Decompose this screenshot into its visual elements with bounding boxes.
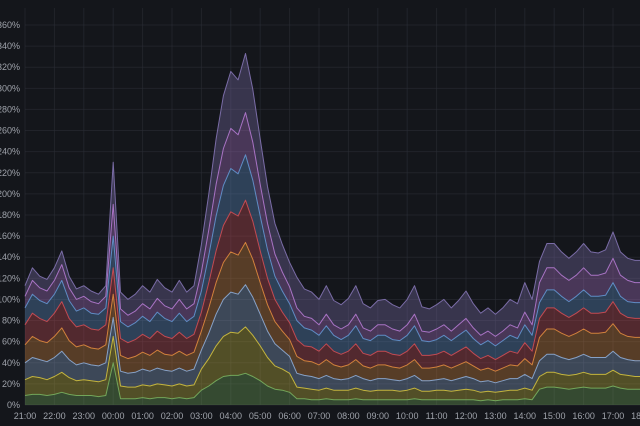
x-tick-label: 17:00: [602, 411, 625, 421]
y-tick-label: 220%: [0, 168, 20, 178]
y-tick-label: 160%: [0, 231, 20, 241]
y-tick-label: 340%: [0, 41, 20, 51]
x-tick-label: 13:00: [484, 411, 507, 421]
x-tick-label: 18:00: [631, 411, 640, 421]
x-tick-label: 21:00: [14, 411, 37, 421]
x-tick-label: 12:00: [455, 411, 478, 421]
line-series-purple: [24, 112, 640, 337]
x-tick-label: 05:00: [249, 411, 272, 421]
y-tick-label: 200%: [0, 189, 20, 199]
y-tick-label: 300%: [0, 83, 20, 93]
x-tick-label: 16:00: [572, 411, 595, 421]
x-tick-label: 09:00: [367, 411, 390, 421]
line-series-blue: [24, 154, 640, 347]
y-tick-label: 260%: [0, 126, 20, 136]
x-tick-label: 10:00: [396, 411, 419, 421]
area-series-green: [25, 362, 640, 405]
x-tick-label: 14:00: [514, 411, 537, 421]
x-tick-label: 00:00: [102, 411, 125, 421]
line-series-yellow: [24, 326, 640, 393]
y-tick-label: 60%: [2, 337, 20, 347]
line-series-violet: [24, 53, 640, 315]
y-tick-label: 240%: [0, 147, 20, 157]
x-tick-label: 23:00: [73, 411, 96, 421]
x-tick-label: 04:00: [220, 411, 243, 421]
x-tick-label: 02:00: [161, 411, 184, 421]
y-tick-label: 320%: [0, 62, 20, 72]
x-tick-label: 08:00: [337, 411, 360, 421]
area-series-yellow: [25, 326, 640, 401]
x-tick-label: 11:00: [426, 411, 448, 421]
y-tick-label: 120%: [0, 273, 20, 283]
y-tick-label: 0%: [7, 400, 20, 410]
y-tick-label: 180%: [0, 210, 20, 220]
line-series-light-blue: [24, 284, 640, 384]
y-tick-label: 40%: [2, 358, 20, 368]
y-tick-label: 20%: [2, 379, 20, 389]
x-tick-label: 15:00: [543, 411, 566, 421]
x-tick-label: 22:00: [43, 411, 66, 421]
y-tick-label: 80%: [2, 316, 20, 326]
y-tick-label: 280%: [0, 104, 20, 114]
x-tick-label: 06:00: [278, 411, 301, 421]
y-tick-label: 140%: [0, 252, 20, 262]
line-series-orange: [24, 241, 640, 372]
line-series-green: [24, 362, 640, 402]
x-tick-label: 07:00: [308, 411, 331, 421]
line-series-red: [24, 199, 640, 361]
y-tick-label: 100%: [0, 294, 20, 304]
x-tick-label: 03:00: [190, 411, 213, 421]
x-tick-label: 01:00: [131, 411, 154, 421]
y-tick-label: 360%: [0, 20, 20, 30]
